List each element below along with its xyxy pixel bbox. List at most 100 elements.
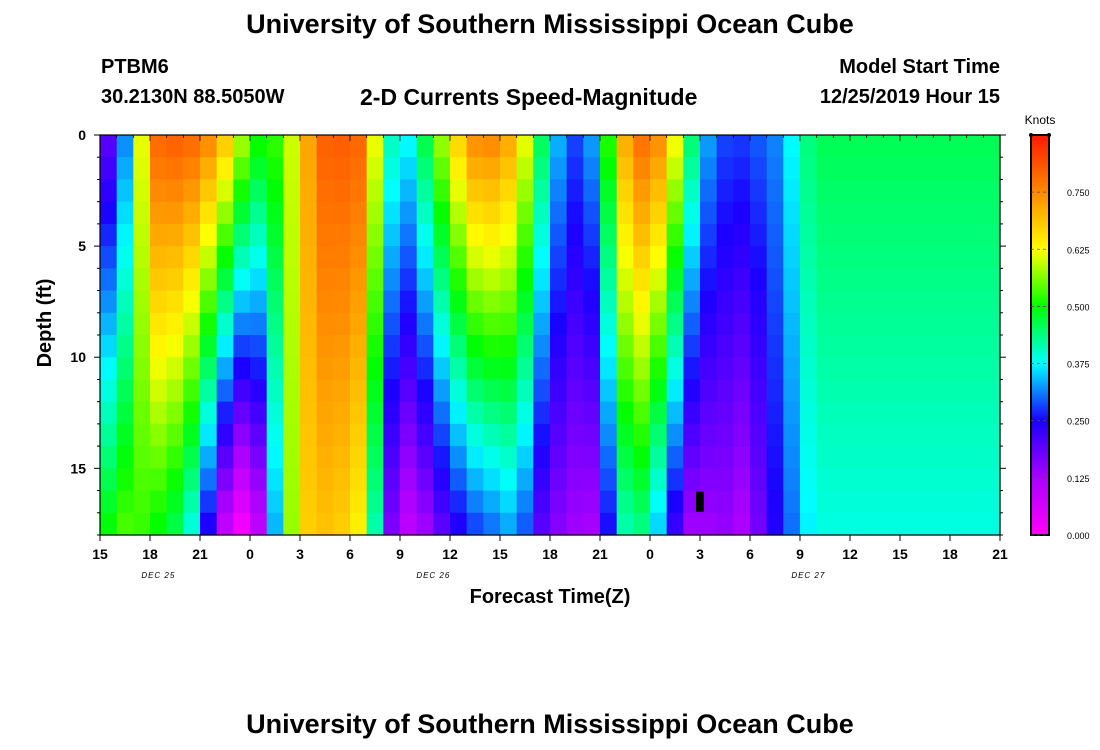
heatmap-cell bbox=[733, 446, 751, 469]
heatmap-cell bbox=[666, 201, 684, 225]
heatmap-cell bbox=[716, 512, 734, 536]
heatmap-cell bbox=[366, 357, 384, 381]
heatmap-cell bbox=[633, 290, 651, 314]
heatmap-cell bbox=[500, 335, 518, 358]
heatmap-cell bbox=[950, 423, 968, 447]
heatmap-cell bbox=[133, 223, 151, 247]
heatmap-cell bbox=[416, 423, 434, 447]
heatmap-cell bbox=[883, 490, 901, 514]
heatmap-cell bbox=[316, 157, 334, 181]
heatmap-cell bbox=[216, 201, 234, 225]
heatmap-cell bbox=[900, 468, 918, 492]
heatmap-cell bbox=[233, 312, 251, 336]
station-id: PTBM6 bbox=[101, 56, 169, 78]
heatmap-cell bbox=[483, 512, 501, 536]
heatmap-cell bbox=[433, 223, 451, 247]
heatmap-cell bbox=[983, 179, 1001, 203]
heatmap-cell bbox=[683, 446, 701, 469]
heatmap-cell bbox=[850, 401, 868, 425]
heatmap-cell bbox=[750, 290, 768, 314]
heatmap-cell bbox=[283, 446, 301, 469]
heatmap-cell bbox=[700, 468, 718, 492]
heatmap-cell bbox=[400, 401, 418, 425]
heatmap-cell bbox=[916, 357, 934, 381]
heatmap-cell bbox=[166, 201, 184, 225]
heatmap-cell bbox=[683, 468, 701, 492]
heatmap-cell bbox=[883, 157, 901, 181]
heatmap-cell bbox=[916, 223, 934, 247]
heatmap-cell bbox=[433, 446, 451, 469]
heatmap-cell bbox=[150, 268, 168, 292]
heatmap-cell bbox=[566, 246, 584, 269]
heatmap-cell bbox=[333, 135, 351, 158]
heatmap-cell bbox=[233, 423, 251, 447]
heatmap-cell bbox=[616, 312, 634, 336]
heatmap-cell bbox=[383, 335, 401, 358]
heatmap-cell bbox=[450, 335, 468, 358]
heatmap-cell bbox=[566, 135, 584, 158]
heatmap-cell bbox=[550, 401, 568, 425]
heatmap-cell bbox=[516, 135, 534, 158]
heatmap-cell bbox=[200, 490, 218, 514]
heatmap-cell bbox=[666, 512, 684, 536]
heatmap-cell bbox=[283, 290, 301, 314]
heatmap-cell bbox=[383, 135, 401, 158]
heatmap-cell bbox=[733, 157, 751, 181]
heatmap-cell bbox=[283, 357, 301, 381]
heatmap-cell bbox=[333, 179, 351, 203]
heatmap-cell bbox=[100, 468, 118, 492]
heatmap-cell bbox=[150, 401, 168, 425]
heatmap-cell bbox=[966, 246, 984, 269]
heatmap-cell bbox=[900, 201, 918, 225]
heatmap-cell bbox=[933, 312, 951, 336]
heatmap-cell bbox=[516, 312, 534, 336]
heatmap-cell bbox=[700, 446, 718, 469]
heatmap-cell bbox=[916, 401, 934, 425]
heatmap-cell bbox=[650, 135, 668, 158]
heatmap-cell bbox=[733, 312, 751, 336]
heatmap-cell bbox=[183, 201, 201, 225]
heatmap-cell bbox=[183, 268, 201, 292]
heatmap-cell bbox=[100, 490, 118, 514]
heatmap-cell bbox=[666, 423, 684, 447]
heatmap-cell bbox=[866, 290, 884, 314]
heatmap-cell bbox=[300, 179, 318, 203]
heatmap-cell bbox=[283, 201, 301, 225]
heatmap-cell bbox=[100, 423, 118, 447]
heatmap-cell bbox=[500, 290, 518, 314]
heatmap-cell bbox=[616, 246, 634, 269]
heatmap-cell bbox=[783, 135, 801, 158]
heatmap-cell bbox=[766, 312, 784, 336]
x-tick-label: 18 bbox=[942, 546, 958, 562]
heatmap-cell bbox=[583, 179, 601, 203]
heatmap-cell bbox=[850, 335, 868, 358]
x-date-label: DEC 25 bbox=[141, 571, 175, 580]
heatmap-cell bbox=[516, 468, 534, 492]
heatmap-cell bbox=[116, 490, 134, 514]
heatmap-cell bbox=[383, 490, 401, 514]
colorbar: 0.000 0.125 0.250 0.375 0.500 0.625 0.750 Knots bbox=[1025, 113, 1090, 541]
heatmap-cell bbox=[433, 468, 451, 492]
heatmap-cell bbox=[900, 223, 918, 247]
heatmap-cell bbox=[200, 446, 218, 469]
heatmap-cell bbox=[783, 468, 801, 492]
heatmap-cell bbox=[900, 446, 918, 469]
heatmap-cell bbox=[700, 379, 718, 403]
heatmap-cell bbox=[133, 179, 151, 203]
heatmap-cell bbox=[733, 246, 751, 269]
heatmap-cell bbox=[383, 246, 401, 269]
heatmap-cell bbox=[933, 290, 951, 314]
heatmap-cell bbox=[783, 423, 801, 447]
heatmap-cell bbox=[866, 446, 884, 469]
heatmap-cell bbox=[116, 223, 134, 247]
heatmap-cell bbox=[850, 312, 868, 336]
heatmap-cell bbox=[483, 490, 501, 514]
heatmap-cell bbox=[200, 401, 218, 425]
heatmap-cell bbox=[316, 512, 334, 536]
heatmap-cell bbox=[583, 379, 601, 403]
heatmap-cell bbox=[433, 290, 451, 314]
heatmap-cell bbox=[300, 423, 318, 447]
heatmap-cell bbox=[300, 379, 318, 403]
heatmap-cell bbox=[900, 157, 918, 181]
heatmap-cell bbox=[133, 268, 151, 292]
